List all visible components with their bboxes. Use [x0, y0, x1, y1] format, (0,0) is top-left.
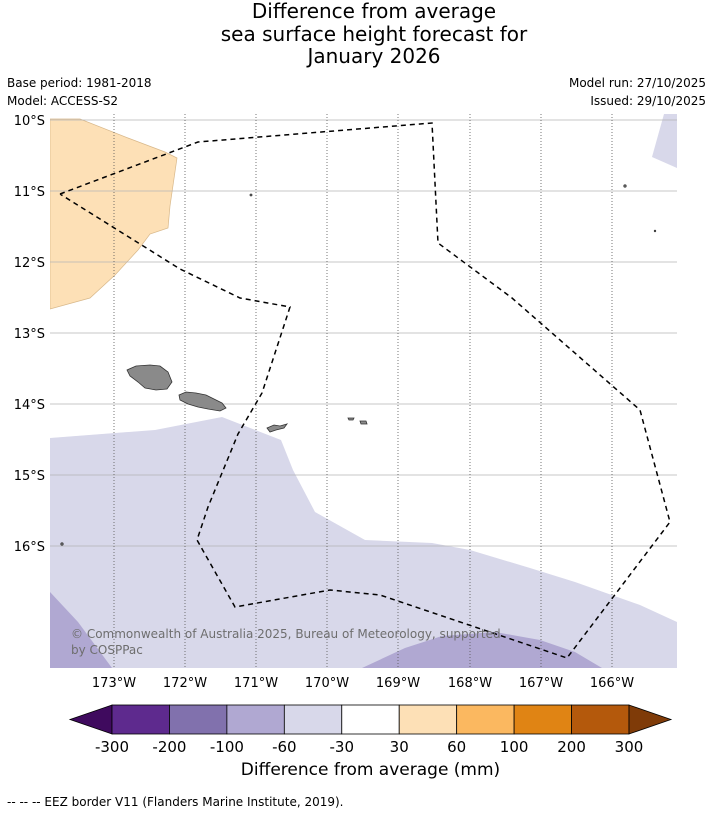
savaii-island: [126, 364, 173, 391]
atoll-northeast-1: [623, 184, 627, 188]
swains-islet: [249, 193, 253, 197]
title-line-2: sea surface height forecast for: [220, 21, 528, 46]
meta-left: Base period: 1981-2018 Model: ACCESS-S2: [7, 74, 152, 110]
colorbar: -300 -200 -100 -60 -30 30 60 100 200 300: [68, 704, 673, 756]
colorbar-extend-max: [628, 704, 673, 735]
land-masses: [60, 184, 657, 546]
lon-label: 167°W: [519, 676, 563, 691]
chart-title: Difference from average sea surface heig…: [0, 0, 713, 68]
ofu-olosega-islet: [347, 417, 355, 421]
lat-label: 11°S: [14, 185, 45, 200]
latitude-labels: 10°S 11°S 12°S 13°S 14°S 15°S 16°S: [14, 114, 45, 555]
lat-label: 14°S: [14, 398, 45, 413]
colorbar-tick-label: -30: [330, 738, 355, 756]
base-period: Base period: 1981-2018: [7, 76, 152, 90]
colorbar-bin: [571, 704, 630, 735]
tutuila-island: [266, 423, 289, 433]
colorbar-bin: [341, 704, 400, 735]
lat-label: 10°S: [14, 114, 45, 129]
lon-label: 171°W: [234, 676, 278, 691]
colorbar-bin: [283, 704, 343, 735]
colorbar-tick-label: 100: [500, 738, 529, 756]
colorbar-extend-min: [68, 704, 113, 735]
eez-legend-note: -- -- -- EEZ border V11 (Flanders Marine…: [7, 795, 344, 809]
anomaly-region-neg-60-100-southwest: [50, 592, 112, 668]
lon-label: 169°W: [376, 676, 420, 691]
lon-label: 166°W: [590, 676, 634, 691]
map-area: [50, 114, 677, 668]
eez-border: [59, 122, 671, 659]
lat-label: 12°S: [14, 256, 45, 271]
colorbar-bin: [169, 704, 228, 735]
title-line-1: Difference from average: [251, 0, 497, 23]
model-name: Model: ACCESS-S2: [7, 94, 119, 108]
issued-date: Issued: 29/10/2025: [590, 94, 706, 108]
anomaly-region-neg-60-100-south: [362, 632, 602, 668]
title-line-3: January 2026: [307, 44, 441, 68]
meta-right: Model run: 27/10/2025 Issued: 29/10/2025: [569, 74, 706, 110]
colorbar-bin: [111, 704, 170, 735]
copyright-credit: © Commonwealth of Australia 2025, Bureau…: [71, 627, 501, 657]
lon-label: 173°W: [92, 676, 136, 691]
colorbar-tick-label: 60: [447, 738, 466, 756]
model-run: Model run: 27/10/2025: [568, 76, 706, 90]
colorbar-bin: [513, 704, 572, 735]
colorbar-tick-label: -100: [210, 738, 244, 756]
lat-label: 15°S: [14, 469, 45, 484]
lon-label: 170°W: [305, 676, 349, 691]
atoll-southwest: [60, 542, 64, 546]
colorbar-title: Difference from average (mm): [240, 760, 501, 780]
anomaly-region-neg-30-60-northeast: [652, 114, 677, 168]
colorbar-tick-label: -300: [95, 738, 129, 756]
longitude-labels: 173°W 172°W 171°W 170°W 169°W 168°W 167°W 166°W: [92, 676, 634, 691]
anomaly-region-neg-30-60-south: [50, 417, 677, 668]
colorbar-tick-label: 300: [615, 738, 644, 756]
colorbar-tick-label: 200: [557, 738, 586, 756]
lon-label: 172°W: [163, 676, 207, 691]
tau-islet: [359, 420, 368, 425]
colorbar-tick-label: -200: [152, 738, 186, 756]
colorbar-bin: [456, 704, 515, 735]
lat-label: 13°S: [14, 327, 45, 342]
colorbar-tick-label: -60: [272, 738, 297, 756]
atoll-northeast-2: [653, 229, 657, 233]
anomaly-region-pos-30-60-northwest: [50, 118, 178, 310]
colorbar-bin: [398, 704, 458, 735]
lat-label: 16°S: [14, 540, 45, 555]
graticule: [50, 114, 677, 668]
upolu-island: [178, 391, 227, 412]
lon-label: 168°W: [448, 676, 492, 691]
colorbar-bin: [226, 704, 285, 735]
colorbar-tick-label: 30: [390, 738, 409, 756]
